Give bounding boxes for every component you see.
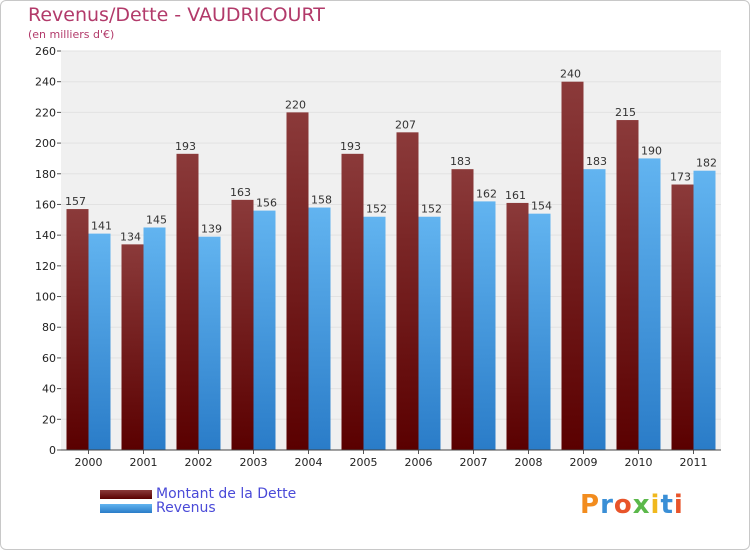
x-axis-ticks: 2000 2001 2002 2003 2004 2005 2006 2007 2008 2009… bbox=[75, 450, 708, 469]
data-label: 154 bbox=[531, 200, 552, 213]
bar-revenue bbox=[88, 233, 111, 450]
y-tick-label: 120 bbox=[35, 260, 56, 273]
x-tick-label: 2010 bbox=[625, 456, 653, 469]
logo-letter: P bbox=[580, 490, 601, 520]
x-tick-label: 2001 bbox=[130, 456, 158, 469]
data-label: 240 bbox=[560, 68, 581, 81]
bar-debt bbox=[231, 199, 254, 450]
bar-debt bbox=[66, 209, 89, 450]
data-label: 173 bbox=[670, 171, 691, 184]
y-tick-label: 160 bbox=[35, 198, 56, 211]
data-label: 152 bbox=[366, 203, 387, 216]
data-label: 193 bbox=[340, 140, 361, 153]
x-tick-label: 2007 bbox=[460, 456, 488, 469]
bar-debt bbox=[616, 120, 639, 451]
x-tick-label: 2000 bbox=[75, 456, 103, 469]
logo-letter: o bbox=[613, 490, 633, 520]
bar-debt bbox=[506, 202, 529, 450]
y-tick-label: 140 bbox=[35, 229, 56, 242]
logo-letter: i bbox=[650, 490, 661, 520]
data-label: 183 bbox=[586, 155, 607, 168]
y-tick-label: 200 bbox=[35, 137, 56, 150]
y-tick-label: 220 bbox=[35, 106, 56, 119]
data-label: 193 bbox=[175, 140, 196, 153]
x-tick-label: 2009 bbox=[570, 456, 598, 469]
legend-item-debt: Montant de la Dette bbox=[100, 486, 297, 502]
data-label: 145 bbox=[146, 213, 167, 226]
bar-debt bbox=[176, 153, 199, 451]
y-tick-label: 240 bbox=[35, 76, 56, 89]
y-tick-label: 20 bbox=[42, 413, 56, 426]
bar-revenue bbox=[308, 207, 331, 450]
x-tick-label: 2002 bbox=[185, 456, 213, 469]
data-label: 183 bbox=[450, 155, 471, 168]
logo-letter: i bbox=[673, 490, 684, 520]
x-tick-label: 2003 bbox=[240, 456, 268, 469]
bar-debt bbox=[286, 112, 309, 450]
bars bbox=[66, 81, 716, 451]
plot-background bbox=[61, 51, 721, 450]
bar-debt bbox=[671, 184, 694, 450]
bar-revenue bbox=[198, 236, 221, 450]
y-tick-label: 180 bbox=[35, 168, 56, 181]
data-label: 156 bbox=[256, 197, 277, 210]
bar-revenue bbox=[638, 158, 661, 450]
bar-revenue bbox=[363, 216, 386, 450]
y-tick-label: 260 bbox=[35, 45, 56, 58]
x-tick-label: 2011 bbox=[680, 456, 708, 469]
bar-revenue bbox=[418, 216, 441, 450]
proxiti-logo: Proxiti bbox=[580, 490, 684, 520]
y-tick-label: 60 bbox=[42, 352, 56, 365]
logo-letter: r bbox=[600, 490, 614, 520]
data-label: 134 bbox=[120, 230, 141, 243]
data-label: 158 bbox=[311, 194, 332, 207]
legend-label-debt: Montant de la Dette bbox=[156, 486, 297, 502]
data-label: 220 bbox=[285, 98, 306, 111]
chart-subtitle: (en milliers d'€) bbox=[28, 28, 115, 41]
bar-debt bbox=[341, 153, 364, 451]
data-label: 163 bbox=[230, 186, 251, 199]
legend-label-revenue: Revenus bbox=[156, 500, 216, 516]
legend-swatch-debt bbox=[100, 489, 152, 499]
data-label: 161 bbox=[505, 189, 526, 202]
data-label: 157 bbox=[65, 195, 86, 208]
bar-revenue bbox=[528, 213, 551, 450]
legend-item-revenue: Revenus bbox=[100, 500, 216, 516]
bar-debt bbox=[396, 132, 419, 451]
data-label: 139 bbox=[201, 223, 222, 236]
data-label: 215 bbox=[615, 106, 636, 119]
data-label: 162 bbox=[476, 187, 497, 200]
y-tick-label: 80 bbox=[42, 321, 56, 334]
bar-revenue bbox=[253, 210, 276, 450]
data-label: 190 bbox=[641, 144, 662, 157]
x-tick-label: 2008 bbox=[515, 456, 543, 469]
bar-revenue bbox=[473, 201, 496, 450]
y-tick-label: 40 bbox=[42, 383, 56, 396]
x-tick-label: 2004 bbox=[295, 456, 323, 469]
data-label: 207 bbox=[395, 118, 416, 131]
x-tick-label: 2006 bbox=[405, 456, 433, 469]
bar-debt bbox=[121, 244, 144, 450]
data-label: 141 bbox=[91, 220, 112, 233]
y-tick-label: 0 bbox=[49, 444, 56, 457]
data-label: 152 bbox=[421, 203, 442, 216]
bar-debt bbox=[561, 81, 584, 450]
y-axis-ticks: 0 20 40 60 80 100 120 140 160 180 200 220 240 260 bbox=[35, 45, 61, 457]
y-tick-label: 100 bbox=[35, 291, 56, 304]
bar-debt bbox=[451, 169, 474, 450]
data-labels: 157 141 134 145 193 139 163 156 220 158 193 152 207 1… bbox=[65, 68, 717, 244]
x-tick-label: 2005 bbox=[350, 456, 378, 469]
logo-letter: t bbox=[660, 490, 674, 520]
bar-revenue bbox=[143, 227, 166, 450]
bar-revenue bbox=[583, 169, 606, 450]
legend-swatch-revenue bbox=[100, 503, 152, 513]
data-label: 182 bbox=[696, 157, 717, 170]
logo-letter: x bbox=[632, 490, 651, 520]
bar-revenue bbox=[693, 170, 716, 450]
chart-title: Revenus/Dette - VAUDRICOURT bbox=[28, 4, 325, 26]
